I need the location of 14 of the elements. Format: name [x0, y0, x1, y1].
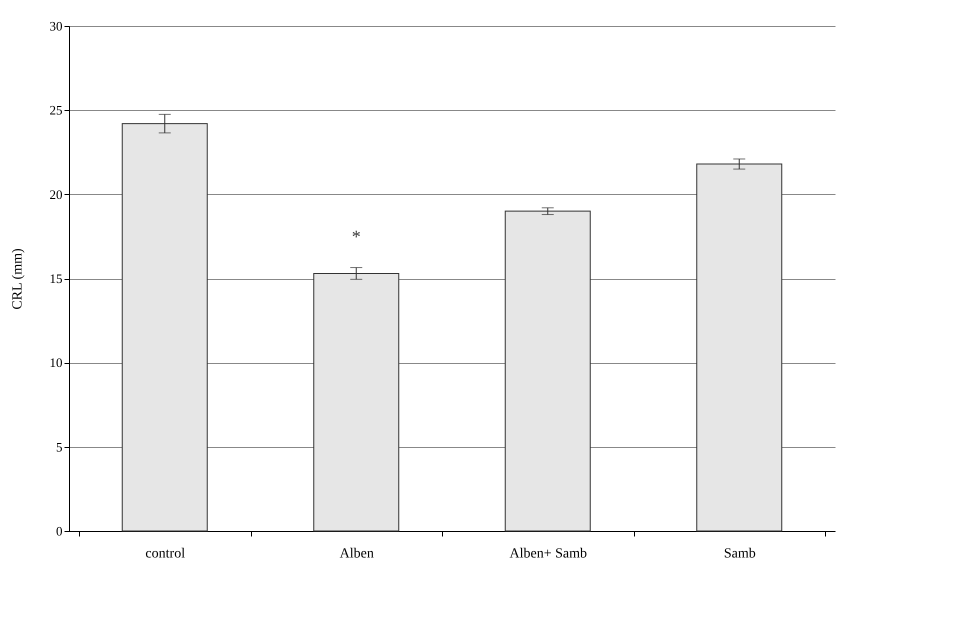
x-tick-label: Alben+ Samb [510, 546, 587, 562]
bar [504, 210, 591, 532]
y-tick-label: 0 [56, 524, 62, 538]
x-tick-label: Samb [724, 546, 756, 562]
y-tick-label: 30 [50, 18, 62, 34]
y-tick-label: 10 [50, 355, 62, 370]
annotation: * [352, 226, 361, 246]
y-tick-label: 20 [50, 186, 62, 202]
y-tick-label: 15 [50, 271, 62, 286]
x-tick-label: Alben [340, 546, 374, 562]
x-tick-label: control [145, 546, 186, 562]
y-tick-label: 5 [56, 439, 62, 454]
y-tick-label: 25 [50, 102, 62, 118]
y-axis-title: CRL (mm) [10, 248, 26, 310]
